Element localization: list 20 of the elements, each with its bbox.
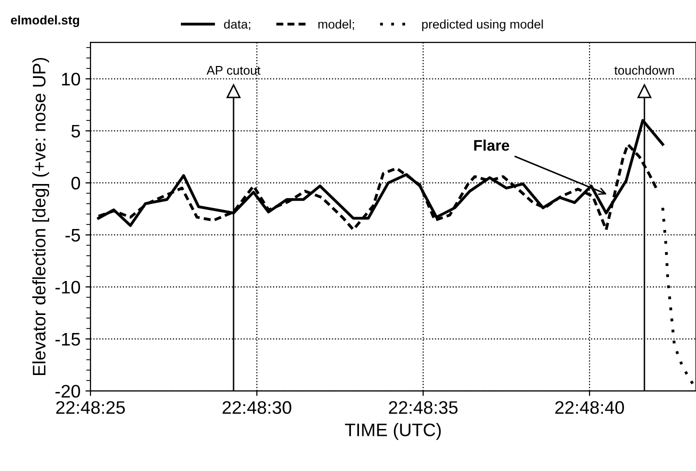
x-axis-title: TIME (UTC) [345, 423, 441, 440]
y-tick-label: -15 [55, 333, 80, 346]
legend-label: data; [224, 19, 250, 30]
y-tick-label: 10 [62, 72, 80, 86]
x-tick-label: 22:48:40 [555, 401, 624, 414]
y-axis-title: Elevator deflection [deg] (+ve: nose UP) [32, 58, 50, 375]
annotation: Flare [474, 140, 510, 151]
y-tick-label: 0 [71, 176, 80, 190]
y-tick-label: -20 [55, 384, 80, 398]
y-tick-label: -5 [66, 228, 80, 242]
text: elmodel.stg [10, 15, 80, 28]
y-tick-label: 5 [71, 124, 80, 138]
ref-line-label: AP cutout [206, 66, 260, 75]
legend-label: model; [318, 19, 354, 30]
legend-label: predicted using model [422, 19, 543, 32]
y-tick-label: -10 [55, 280, 80, 294]
x-tick-label: 22:48:30 [222, 401, 292, 414]
x-tick-label: 22:48:35 [388, 401, 458, 414]
ref-line-label: touchdown [614, 66, 674, 75]
x-tick-label: 22:48:25 [56, 401, 125, 414]
